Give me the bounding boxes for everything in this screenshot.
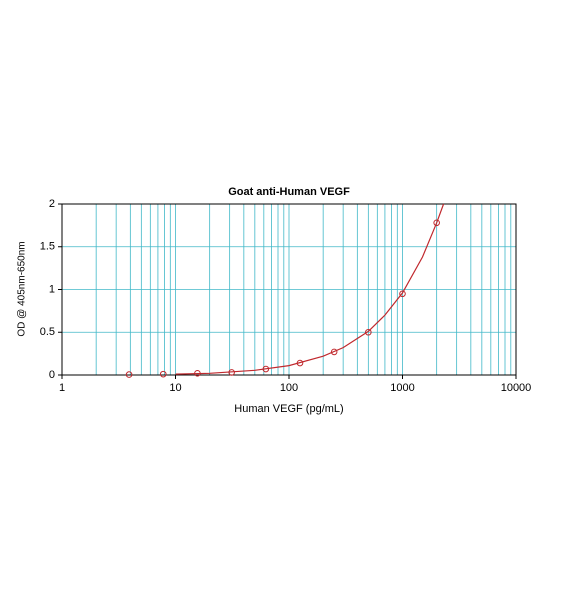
data-point [365, 328, 372, 336]
data-point [330, 348, 338, 356]
x-tick-label: 1 [59, 382, 65, 394]
data-point [159, 370, 167, 378]
chart-title: Goat anti-Human VEGF [228, 186, 350, 198]
y-tick-label: 1.5 [40, 241, 55, 253]
x-tick-label: 1000 [390, 382, 414, 394]
y-tick-label: 2 [49, 198, 55, 210]
y-tick-label: 0.5 [40, 326, 55, 338]
x-tick-label: 10 [169, 382, 181, 394]
y-tick-label: 1 [49, 283, 55, 295]
plot-frame [61, 203, 517, 376]
y-tick-label: 0 [49, 369, 55, 381]
x-tick-label: 100 [280, 382, 298, 394]
fit-curve [175, 203, 445, 375]
x-tick-label: 10000 [501, 382, 532, 394]
data-point [228, 369, 235, 376]
data-point [125, 371, 133, 378]
data-point [296, 359, 304, 367]
data-point [194, 369, 201, 377]
data-point [399, 290, 406, 298]
data-point [262, 365, 270, 373]
data-point [433, 219, 440, 227]
x-axis-label: Human VEGF (pg/mL) [234, 403, 343, 415]
y-axis-label: OD @ 405nm-650nm [17, 241, 28, 336]
